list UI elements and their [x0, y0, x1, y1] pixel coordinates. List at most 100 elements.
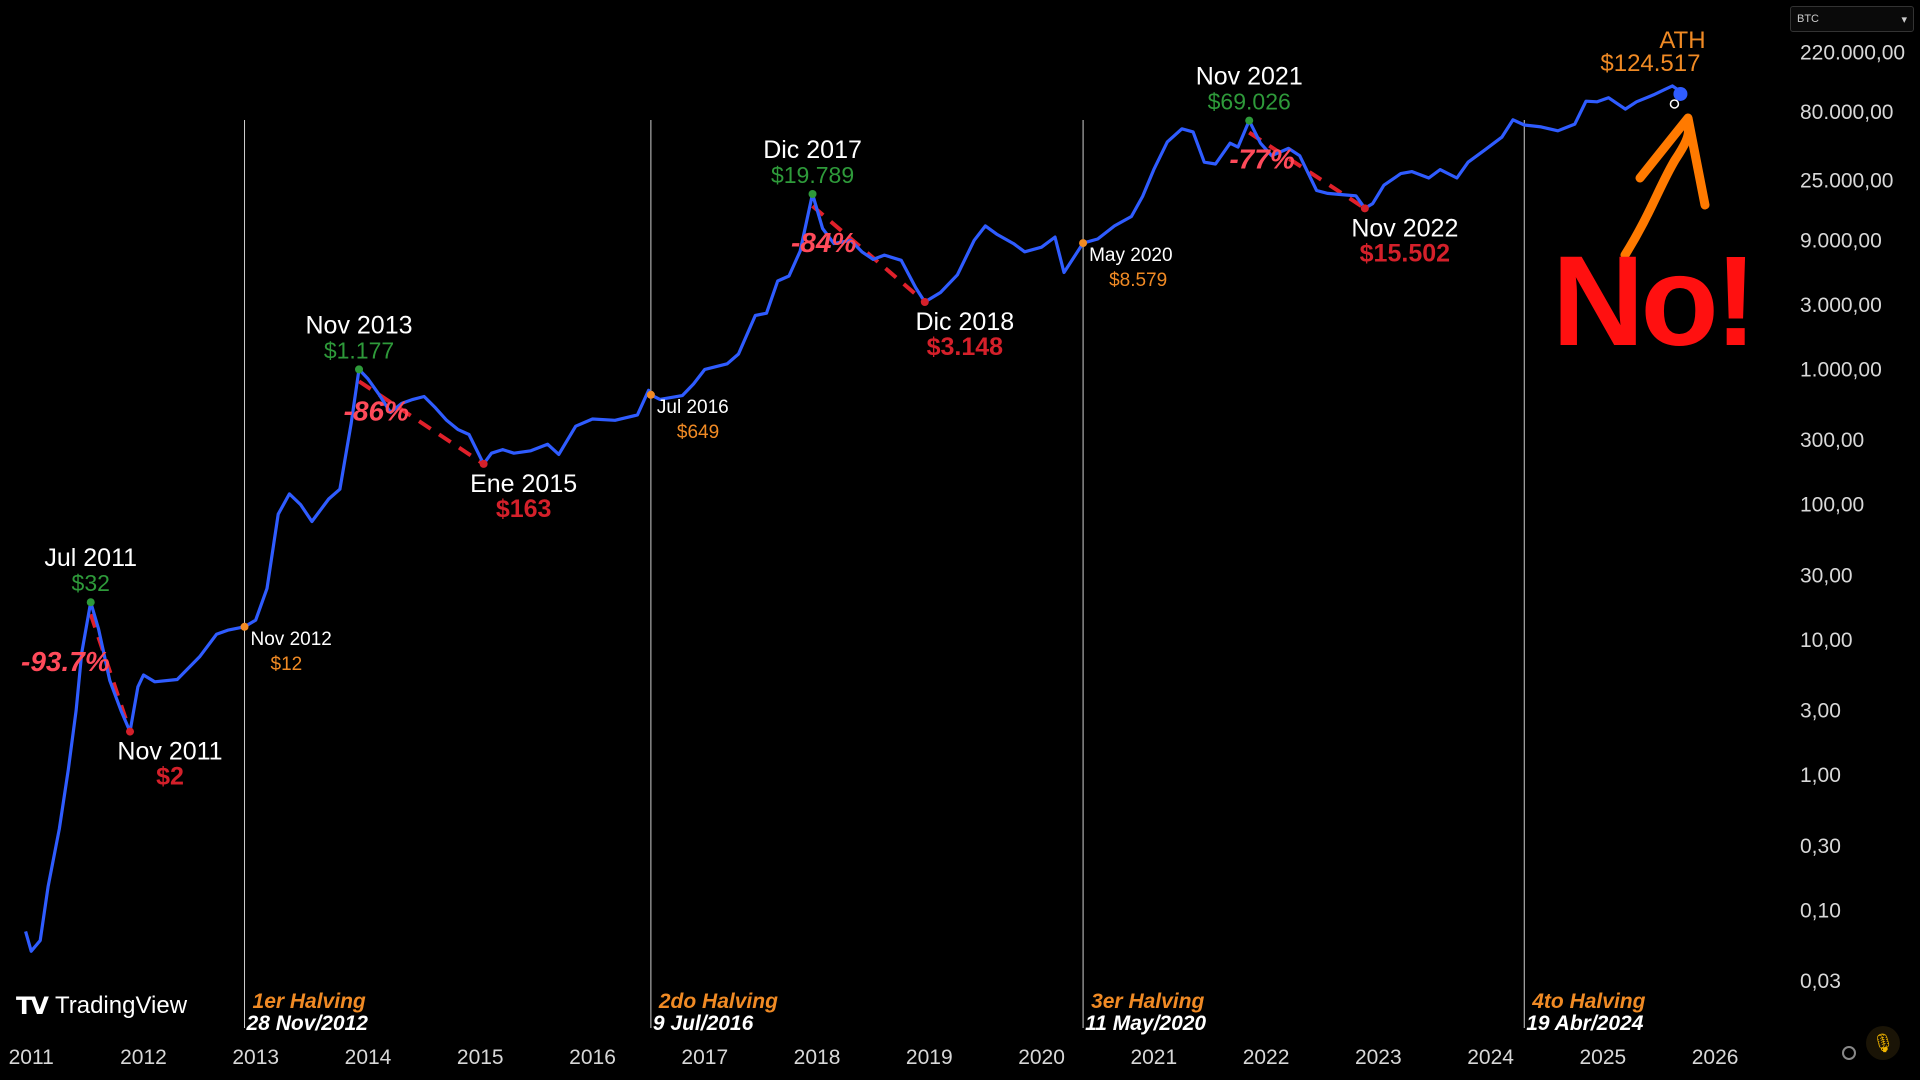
- peak-marker: [808, 190, 817, 199]
- halving-title: 1er Halving: [253, 990, 366, 1013]
- halving-price-marker: [240, 622, 249, 631]
- y-tick-label: 3.000,00: [1800, 294, 1882, 317]
- y-tick-label: 1.000,00: [1800, 358, 1882, 381]
- halving-date: 19 Abr/2024: [1526, 1012, 1643, 1035]
- ath-marker: [1673, 86, 1688, 101]
- trough-price: $163: [496, 495, 552, 523]
- peak-price: $32: [72, 570, 110, 596]
- annotations: Jul 2011$32 Nov 2013$1.177 Dic 2017$19.789…: [21, 27, 1706, 791]
- peak-marker: [355, 365, 364, 374]
- y-tick-label: 30,00: [1800, 564, 1853, 587]
- peak-marker: [1245, 116, 1254, 125]
- x-tick-label: 2014: [345, 1046, 392, 1069]
- symbol-label: BTC: [1797, 13, 1819, 25]
- halving-title: 4to Halving: [1531, 990, 1645, 1013]
- callout-arrow: [1620, 113, 1710, 260]
- halving-price-value: $649: [677, 422, 719, 443]
- microphone-icon[interactable]: 🎙: [1866, 1026, 1900, 1060]
- x-axis[interactable]: 2011 2012 2013 2014 2015 2016 2017 2018 2019 2020…: [9, 1046, 1739, 1069]
- trough-date: Ene 2015: [470, 470, 577, 498]
- x-tick-label: 2024: [1467, 1046, 1514, 1069]
- no-callout: No!: [1552, 230, 1757, 373]
- y-tick-label: 100,00: [1800, 494, 1864, 517]
- tradingview-logo-icon: TV: [16, 992, 49, 1020]
- x-tick-label: 2011: [9, 1046, 54, 1069]
- crosshair-icon: [1669, 99, 1680, 109]
- x-tick-label: 2012: [120, 1046, 167, 1069]
- halving-date: 11 May/2020: [1085, 1012, 1206, 1035]
- y-tick-label: 80.000,00: [1800, 101, 1893, 124]
- halving-title: 2do Halving: [658, 990, 778, 1013]
- trough-marker: [126, 727, 135, 736]
- halving-price-value: $8.579: [1109, 270, 1167, 291]
- x-tick-label: 2017: [681, 1046, 728, 1069]
- arrow-head: [1635, 113, 1710, 210]
- x-tick-label: 2016: [569, 1046, 616, 1069]
- ath-label: ATH: [1659, 27, 1705, 54]
- trough-price: $2: [156, 763, 184, 791]
- x-tick-label: 2025: [1579, 1046, 1626, 1069]
- x-tick-label: 2013: [232, 1046, 279, 1069]
- y-tick-label: 300,00: [1800, 429, 1864, 452]
- peak-date: Dic 2017: [763, 136, 862, 164]
- y-tick-label: 10,00: [1800, 629, 1853, 652]
- trough-price: $3.148: [927, 333, 1004, 361]
- halving-price-value: $12: [271, 654, 303, 675]
- y-tick-label: 0,03: [1800, 970, 1841, 993]
- y-tick-label: 0,10: [1800, 899, 1841, 922]
- trough-date: Nov 2022: [1351, 214, 1458, 242]
- halving-title: 3er Halving: [1091, 990, 1204, 1013]
- drawdown-line: [811, 204, 927, 304]
- tradingview-logo-text: TradingView: [54, 992, 188, 1019]
- drawdown-percent: -84%: [791, 227, 856, 258]
- halving-price-marker: [646, 390, 655, 399]
- halving-price-date: May 2020: [1089, 245, 1172, 266]
- y-axis[interactable]: 220.000,00 80.000,00 25.000,00 9.000,00 3.00…: [1800, 42, 1905, 994]
- markers: [86, 86, 1688, 736]
- symbol-selector[interactable]: BTC ▾: [1790, 6, 1914, 32]
- y-tick-label: 220.000,00: [1800, 42, 1905, 65]
- tradingview-logo[interactable]: TV TradingView: [16, 992, 187, 1020]
- trough-marker: [1360, 204, 1369, 213]
- halving-price-date: Nov 2012: [251, 629, 332, 650]
- y-tick-label: 1,00: [1800, 764, 1841, 787]
- y-tick-label: 3,00: [1800, 700, 1841, 723]
- x-tick-label: 2021: [1130, 1046, 1177, 1069]
- peak-date: Nov 2013: [306, 311, 413, 339]
- x-tick-label: 2015: [457, 1046, 504, 1069]
- x-tick-label: 2019: [906, 1046, 953, 1069]
- drawdown-percent: -77%: [1229, 143, 1294, 174]
- settings-icon[interactable]: [1842, 1046, 1856, 1060]
- x-tick-label: 2023: [1355, 1046, 1402, 1069]
- price-line: [24, 84, 1683, 953]
- peak-price: $19.789: [771, 162, 854, 188]
- x-tick-label: 2022: [1243, 1046, 1290, 1069]
- trough-marker: [920, 298, 929, 307]
- drawdown-line: [88, 613, 132, 733]
- y-tick-label: 0,30: [1800, 835, 1841, 858]
- drawdown-percent: -93.7%: [21, 646, 110, 677]
- chevron-down-icon: ▾: [1901, 13, 1907, 26]
- x-tick-label: 2020: [1018, 1046, 1065, 1069]
- y-tick-label: 9.000,00: [1800, 229, 1882, 252]
- x-tick-label: 2026: [1692, 1046, 1739, 1069]
- halving-price-date: Jul 2016: [657, 397, 729, 418]
- halving-price-marker: [1079, 239, 1088, 248]
- peak-price: $1.177: [324, 337, 394, 363]
- trough-price: $15.502: [1360, 239, 1450, 267]
- peak-date: Nov 2021: [1196, 63, 1303, 91]
- ath-price: $124.517: [1600, 50, 1700, 77]
- drawdown-percent: -86%: [344, 396, 409, 427]
- trough-date: Nov 2011: [117, 738, 222, 766]
- trough-marker: [479, 459, 488, 468]
- y-tick-label: 25.000,00: [1800, 169, 1893, 192]
- peak-date: Jul 2011: [44, 544, 137, 572]
- halving-date: 28 Nov/2012: [246, 1012, 369, 1035]
- trough-date: Dic 2018: [915, 308, 1014, 336]
- x-tick-label: 2018: [794, 1046, 841, 1069]
- halving-date: 9 Jul/2016: [653, 1012, 754, 1035]
- peak-marker: [86, 598, 95, 607]
- peak-price: $69.026: [1208, 89, 1291, 115]
